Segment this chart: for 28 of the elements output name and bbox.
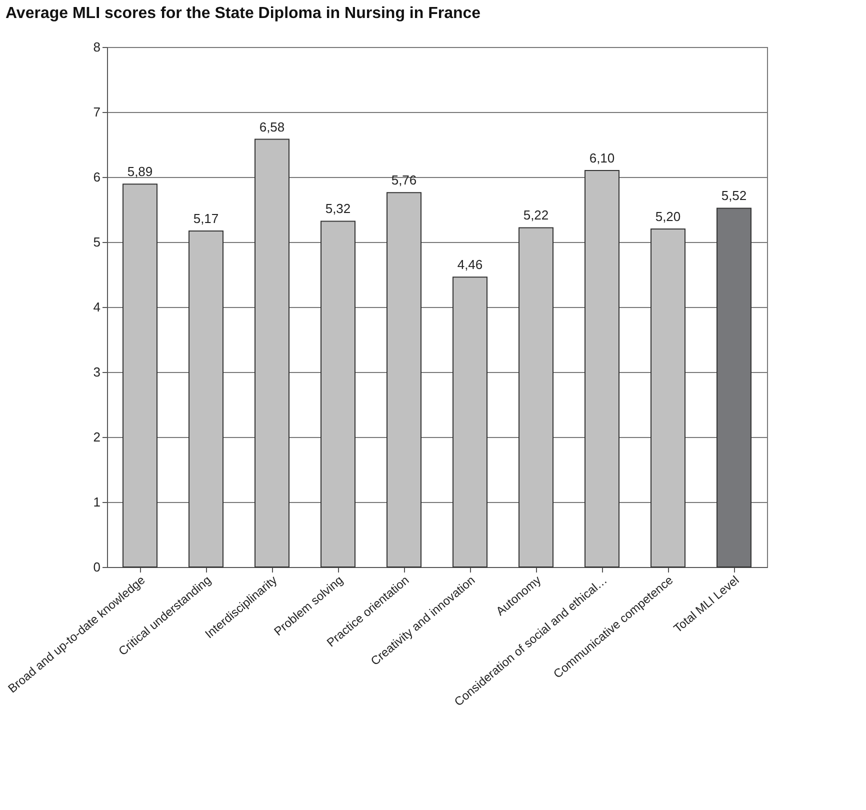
data-label: 5,17 xyxy=(193,210,219,226)
data-label: 6,10 xyxy=(589,150,615,166)
data-label: 6,58 xyxy=(259,119,285,134)
bar xyxy=(188,230,224,568)
y-tick-label: 0 xyxy=(93,560,100,574)
y-tick-label: 5 xyxy=(93,234,100,250)
y-tick-label: 4 xyxy=(93,300,100,314)
data-label: 5,52 xyxy=(721,188,747,204)
bar xyxy=(518,227,554,568)
data-label: 5,32 xyxy=(325,201,351,216)
bar xyxy=(122,184,158,568)
y-tick-label: 2 xyxy=(93,430,100,444)
bar xyxy=(452,276,488,568)
data-label: 5,89 xyxy=(127,164,153,180)
y-tick-label: 3 xyxy=(93,364,100,380)
y-tick-label: 7 xyxy=(93,104,100,120)
bar xyxy=(320,220,356,568)
y-tick-label: 1 xyxy=(93,494,100,510)
chart-title: Average MLI scores for the State Diploma in Nursing in France xyxy=(5,5,481,22)
y-tick-label: 8 xyxy=(93,40,100,54)
y-tick-label: 6 xyxy=(93,170,100,184)
data-label: 5,20 xyxy=(655,209,681,224)
bar xyxy=(584,170,620,568)
data-label: 5,22 xyxy=(523,208,549,223)
bar xyxy=(650,228,686,568)
data-label: 4,46 xyxy=(457,257,483,272)
bar xyxy=(254,138,290,568)
bar xyxy=(386,192,422,568)
